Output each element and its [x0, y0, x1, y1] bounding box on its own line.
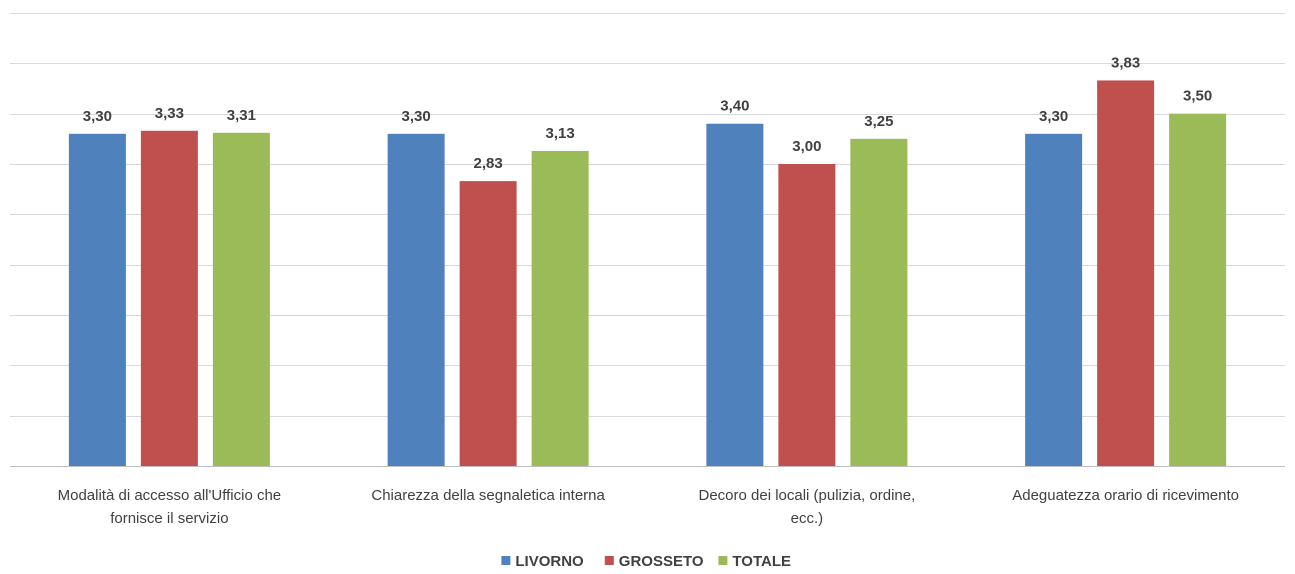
- bars: [68, 80, 1227, 467]
- bar-livorno-2: [706, 123, 764, 466]
- data-label: 3,30: [1039, 108, 1068, 125]
- bar-grosseto-3: [1097, 80, 1155, 467]
- bar-grosseto-2: [778, 164, 836, 466]
- x-tick-label: fornisce il servizio: [110, 510, 228, 527]
- legend-swatch: [718, 556, 728, 565]
- legend-swatch: [501, 556, 511, 565]
- legend-swatch: [604, 556, 614, 565]
- x-tick-label: Decoro dei locali (pulizia, ordine,: [698, 487, 915, 504]
- x-tick-label: Modalità di accesso all'Ufficio che: [58, 487, 282, 504]
- legend-item-livorno: LIVORNO: [501, 553, 584, 570]
- data-label: 3,31: [227, 107, 256, 124]
- data-label: 3,30: [83, 108, 112, 125]
- data-label: 3,25: [864, 113, 893, 130]
- bar-grosseto-0: [140, 130, 198, 466]
- bar-totale-3: [1169, 113, 1227, 467]
- x-tick-label: Adeguatezza orario di ricevimento: [1012, 487, 1239, 504]
- legend-label: GROSSETO: [619, 553, 704, 570]
- legend-item-totale: TOTALE: [718, 553, 791, 570]
- data-labels: 3,30 3,33 3,31 3,30 2,83 3,13 3,40 3,00 3,25 3,30…: [83, 54, 1212, 172]
- data-label: 3,83: [1111, 54, 1140, 71]
- x-tick-labels: Modalità di accesso all'Ufficio che forni…: [58, 487, 1239, 527]
- bar-totale-2: [850, 138, 908, 467]
- bar-livorno-0: [68, 133, 126, 467]
- legend-label: TOTALE: [732, 553, 791, 570]
- data-label: 3,33: [155, 105, 184, 122]
- data-label: 3,30: [402, 108, 431, 125]
- legend: LIVORNO GROSSETO TOTALE: [501, 553, 791, 570]
- bar-livorno-1: [387, 133, 445, 467]
- bar-totale-0: [212, 132, 270, 466]
- data-label: 3,40: [720, 98, 749, 115]
- data-label: 3,50: [1183, 88, 1212, 105]
- data-label: 3,13: [546, 125, 575, 142]
- gridlines: [10, 13, 1285, 467]
- data-label: 2,83: [474, 155, 503, 172]
- bar-livorno-3: [1025, 133, 1083, 467]
- bar-grosseto-1: [459, 181, 517, 466]
- legend-item-grosseto: GROSSETO: [604, 553, 704, 570]
- data-label: 3,00: [792, 138, 821, 155]
- legend-label: LIVORNO: [515, 553, 584, 570]
- x-tick-label: ecc.): [791, 510, 824, 527]
- bar-totale-1: [531, 150, 589, 466]
- x-tick-label: Chiarezza della segnaletica interna: [371, 487, 605, 504]
